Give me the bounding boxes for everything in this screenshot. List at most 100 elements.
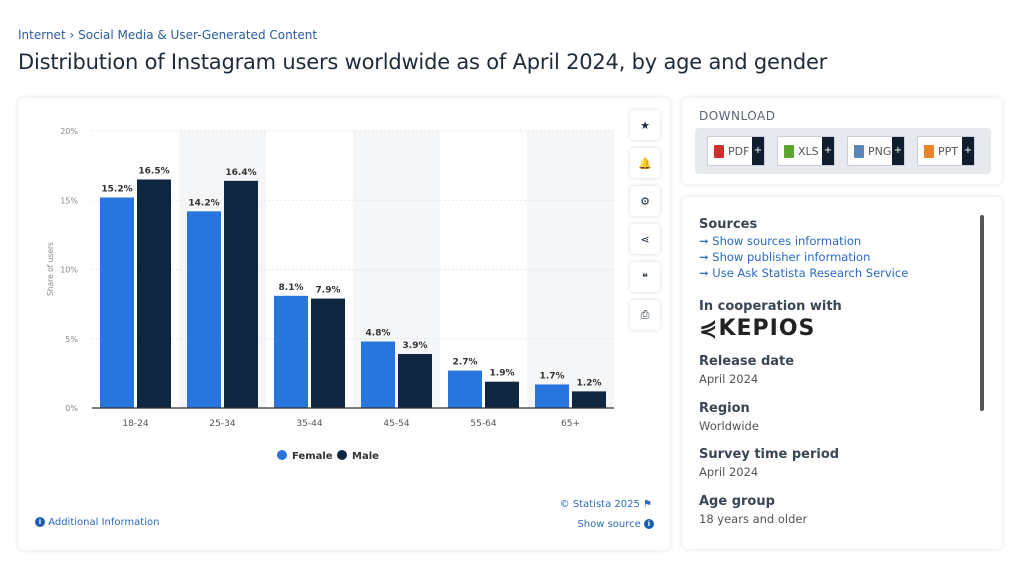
x-tick-label: 45-54 bbox=[383, 419, 409, 429]
bar-female bbox=[100, 197, 134, 408]
kepios-logo: ⋞KEPIOS bbox=[699, 316, 816, 341]
download-title: DOWNLOAD bbox=[699, 109, 776, 123]
download-label: PNG bbox=[868, 144, 892, 158]
link-text: Use Ask Statista Research Service bbox=[712, 266, 909, 280]
show-publisher-link[interactable]: ➞ Show publisher information bbox=[699, 250, 871, 264]
x-tick-label: 35-44 bbox=[296, 419, 322, 429]
gear-icon[interactable]: ⚙ bbox=[630, 186, 660, 216]
additional-information-link[interactable]: i Additional Information bbox=[35, 517, 159, 528]
bar-male bbox=[137, 179, 171, 408]
bar-male bbox=[572, 391, 606, 408]
y-tick-label: 0% bbox=[65, 404, 78, 413]
bar-female bbox=[187, 211, 221, 408]
bar-male bbox=[224, 180, 258, 408]
bar-male bbox=[485, 381, 519, 408]
region-section: Region Worldwide bbox=[699, 401, 759, 433]
x-tick-label: 25-34 bbox=[209, 419, 235, 429]
bar-female bbox=[361, 341, 395, 408]
legend-marker-female bbox=[277, 450, 287, 460]
quote-icon[interactable]: ❝ bbox=[630, 262, 660, 292]
print-icon[interactable]: ⎙ bbox=[630, 300, 660, 330]
download-xls-button[interactable]: XLS + bbox=[777, 136, 835, 166]
legend-label-female: Female bbox=[292, 451, 333, 462]
age-label: Age group bbox=[699, 494, 775, 509]
download-label: PDF bbox=[728, 144, 750, 158]
download-label: PPT bbox=[938, 144, 958, 158]
chart-card: 0% 5% 10% 15% 20% Share of users 15.2% 16.5% 18-… bbox=[18, 98, 670, 550]
plus-icon: + bbox=[962, 137, 974, 165]
data-label: 3.9% bbox=[403, 341, 428, 351]
show-sources-link[interactable]: ➞ Show sources information bbox=[699, 234, 862, 248]
kepios-text: KEPIOS bbox=[718, 316, 816, 341]
plus-icon: + bbox=[752, 137, 764, 165]
ask-statista-link[interactable]: ➞ Use Ask Statista Research Service bbox=[699, 266, 909, 280]
download-ppt-button[interactable]: PPT + bbox=[917, 136, 975, 166]
copyright[interactable]: © Statista 2025 ⚑ bbox=[560, 499, 652, 510]
period-label: Survey time period bbox=[699, 447, 840, 462]
age-section: Age group 18 years and older bbox=[699, 494, 807, 526]
release-label: Release date bbox=[699, 354, 795, 369]
period-section: Survey time period April 2024 bbox=[699, 447, 839, 479]
download-pdf-button[interactable]: PDF + bbox=[707, 136, 765, 166]
link-text: Show publisher information bbox=[712, 250, 871, 264]
data-label: 1.7% bbox=[540, 371, 565, 381]
page-title: Distribution of Instagram users worldwid… bbox=[18, 50, 828, 74]
data-label: 16.5% bbox=[138, 166, 169, 176]
xls-file-icon bbox=[784, 144, 794, 158]
cooperation-section: In cooperation with ⋞KEPIOS bbox=[699, 299, 842, 341]
plus-icon: + bbox=[822, 137, 834, 165]
scrollbar[interactable] bbox=[980, 215, 984, 411]
period-value: April 2024 bbox=[699, 465, 759, 479]
data-label: 7.9% bbox=[316, 286, 341, 296]
show-source-text: Show source bbox=[577, 519, 641, 530]
bar-male bbox=[398, 353, 432, 408]
data-label: 15.2% bbox=[101, 184, 132, 194]
plus-icon: + bbox=[892, 137, 904, 165]
copyright-text: © Statista 2025 bbox=[559, 499, 640, 510]
share-icon[interactable]: ⋖ bbox=[630, 224, 660, 254]
region-value: Worldwide bbox=[699, 419, 759, 433]
bar-female bbox=[274, 295, 308, 408]
sources-label: Sources bbox=[699, 217, 758, 232]
link-text: Show sources information bbox=[712, 234, 862, 248]
x-tick-label: 65+ bbox=[561, 419, 580, 429]
age-value: 18 years and older bbox=[699, 512, 808, 526]
info-icon: i bbox=[644, 519, 654, 529]
y-tick-label: 10% bbox=[60, 266, 78, 275]
data-label: 16.4% bbox=[225, 168, 256, 178]
y-tick-label: 15% bbox=[60, 196, 78, 205]
bar-male bbox=[311, 298, 345, 408]
data-label: 2.7% bbox=[453, 358, 478, 368]
breadcrumb-separator: › bbox=[69, 28, 75, 42]
star-icon[interactable]: ★ bbox=[630, 110, 660, 140]
sources-section: Sources ➞ Show sources information ➞ Sho… bbox=[699, 217, 908, 280]
info-panel: Sources ➞ Show sources information ➞ Sho… bbox=[682, 197, 1002, 549]
breadcrumb-internet[interactable]: Internet bbox=[18, 28, 66, 42]
x-tick-label: 18-24 bbox=[122, 419, 148, 429]
info-icon: i bbox=[35, 517, 45, 527]
png-file-icon bbox=[854, 144, 864, 158]
show-source-link[interactable]: Show source i bbox=[577, 519, 654, 530]
data-label: 1.2% bbox=[577, 378, 602, 388]
download-png-button[interactable]: PNG + bbox=[847, 136, 905, 166]
legend-label-male: Male bbox=[352, 451, 379, 462]
download-buttons: PDF + XLS + PNG + PPT + bbox=[695, 128, 991, 174]
download-label: XLS bbox=[798, 144, 819, 158]
bell-icon[interactable]: 🔔 bbox=[630, 148, 660, 178]
data-label: 14.2% bbox=[188, 198, 219, 208]
download-panel: DOWNLOAD PDF + XLS + PNG + PPT + bbox=[682, 98, 1002, 184]
data-label: 8.1% bbox=[279, 283, 304, 293]
breadcrumb: Internet › Social Media & User-Generated… bbox=[18, 28, 317, 42]
legend-marker-male bbox=[337, 450, 347, 460]
bar-female bbox=[448, 370, 482, 408]
y-tick-label: 20% bbox=[60, 127, 78, 136]
data-label: 1.9% bbox=[490, 369, 515, 379]
cooperation-label: In cooperation with bbox=[699, 299, 842, 314]
flag-icon: ⚑ bbox=[643, 499, 652, 510]
additional-information-text: Additional Information bbox=[48, 517, 160, 528]
x-tick-label: 55-64 bbox=[470, 419, 496, 429]
bar-female bbox=[535, 384, 569, 408]
breadcrumb-social-media[interactable]: Social Media & User-Generated Content bbox=[78, 28, 318, 42]
y-tick-label: 5% bbox=[65, 335, 78, 344]
y-axis-label: Share of users bbox=[46, 242, 55, 296]
